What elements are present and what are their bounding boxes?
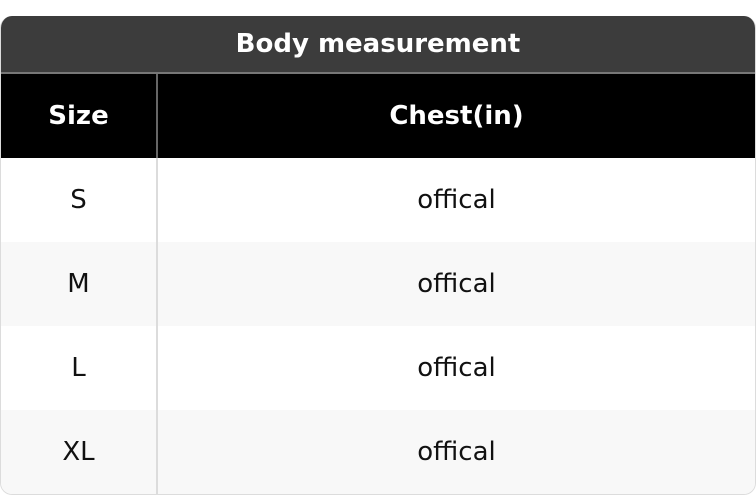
table-row: M offical: [1, 242, 755, 326]
table-row: L offical: [1, 326, 755, 410]
size-cell: M: [1, 242, 158, 326]
size-cell: S: [1, 158, 158, 242]
column-header-chest: Chest(in): [157, 74, 755, 158]
size-cell: XL: [1, 410, 158, 494]
table-row: XL offical: [1, 410, 755, 494]
table-title: Body measurement: [1, 16, 755, 74]
size-chart-table-card: Body measurement Size Chest(in) S offica…: [0, 16, 756, 495]
chest-cell: offical: [157, 242, 755, 326]
chest-cell: offical: [417, 353, 496, 383]
header-row: Size Chest(in): [1, 74, 755, 158]
chest-cell: offical: [157, 410, 755, 494]
column-header-size: Size: [1, 74, 158, 158]
size-table: Size Chest(in) S offical M offical L off…: [1, 74, 755, 494]
chest-cell: offical: [417, 185, 496, 215]
table-row: S offical: [1, 158, 755, 242]
size-cell: L: [1, 326, 158, 410]
